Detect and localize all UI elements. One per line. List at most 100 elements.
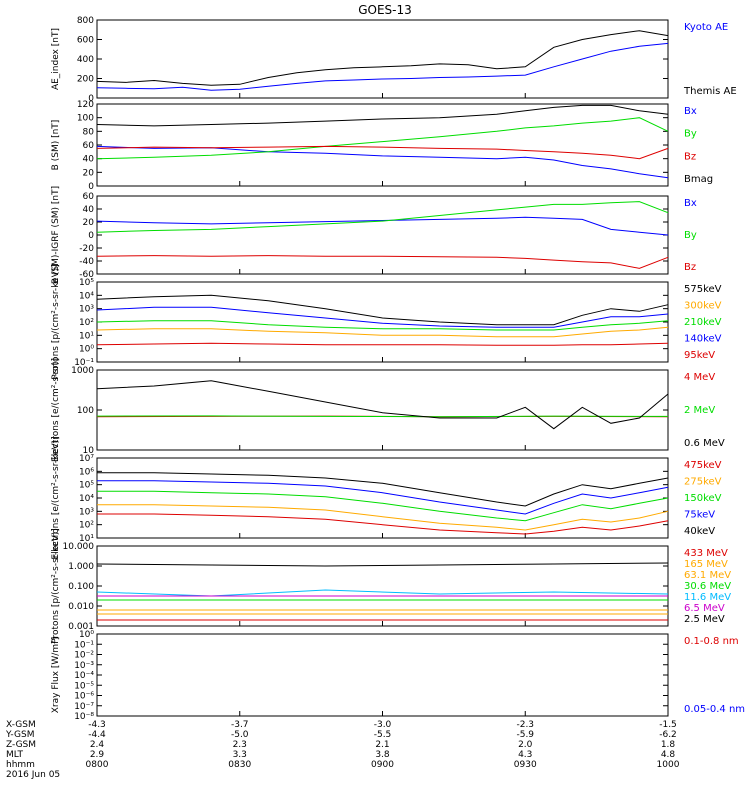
- y-tick-label: 10⁶: [79, 467, 94, 477]
- xaxis-row-label: Z-GSM: [6, 740, 36, 750]
- y-tick-label: 20: [83, 218, 95, 228]
- y-tick-label: 10⁻⁸: [74, 712, 94, 722]
- y-tick-label: 10⁻¹: [74, 640, 94, 650]
- series-line-Bx: [96, 216, 669, 236]
- series-line-210keV: [96, 320, 669, 331]
- y-tick-label: -20: [79, 244, 94, 254]
- date-label: 2016 Jun 05: [6, 770, 60, 780]
- xaxis-row-value: 4.8: [661, 750, 676, 760]
- series-line-75keV: [97, 480, 669, 515]
- y-tick-label: 10³: [79, 507, 94, 517]
- xaxis-row-label: Y-GSM: [5, 730, 34, 740]
- xaxis-row-value: 3.3: [233, 750, 247, 760]
- y-tick-label: 400: [77, 55, 94, 65]
- legend-label: 95keV: [684, 350, 715, 361]
- series-line-275keV: [97, 504, 669, 531]
- xaxis-row-value: -3.0: [374, 720, 392, 730]
- xaxis-row-value: 4.3: [518, 750, 532, 760]
- panel-frame-4: [96, 369, 669, 451]
- series-line-Bz: [96, 145, 669, 160]
- series-line-150keV: [97, 490, 669, 522]
- xaxis-row-value: -4.3: [88, 720, 106, 730]
- xaxis-row-value: 2.4: [90, 740, 105, 750]
- panel-ylabel: Xray Flux [W/m²]: [51, 637, 61, 713]
- y-tick-label: 10⁻³: [74, 661, 94, 671]
- legend-label: 275keV: [684, 477, 722, 488]
- y-tick-label: 20: [83, 168, 95, 178]
- xaxis-row-value: -3.7: [231, 720, 249, 730]
- xaxis-row-label: hhmm: [6, 760, 35, 770]
- y-tick-label: 80: [83, 127, 95, 137]
- y-tick-label: 10⁴: [79, 494, 94, 504]
- y-tick-label: 10⁴: [79, 291, 94, 301]
- xaxis-row-value: 2.1: [375, 740, 389, 750]
- legend-label: Bz: [684, 151, 696, 162]
- y-tick-label: 10.000: [63, 542, 95, 552]
- xaxis-row-value: 2.3: [233, 740, 247, 750]
- y-tick-label: 10¹: [79, 534, 94, 544]
- series-line-300keV: [96, 326, 669, 338]
- legend-label: 0.1-0.8 nm: [684, 636, 739, 647]
- series-line-Bz: [96, 255, 669, 269]
- y-tick-label: 10⁰: [79, 345, 94, 355]
- y-tick-label: 1000: [71, 366, 94, 376]
- xaxis-row-value: 1.8: [661, 740, 676, 750]
- y-tick-label: 10⁻⁶: [74, 692, 94, 702]
- xaxis-row-value: 2.0: [518, 740, 533, 750]
- legend-label: 6.5 MeV: [684, 603, 725, 614]
- y-tick-label: 60: [83, 141, 95, 151]
- panel-frame-5: [96, 457, 669, 539]
- y-tick-label: 0: [88, 231, 94, 241]
- series-line-11-6-MeV: [96, 589, 669, 597]
- y-tick-label: -40: [79, 257, 94, 267]
- series-line-475keV: [97, 513, 669, 535]
- y-tick-label: 10⁵: [79, 278, 94, 288]
- y-tick-label: 0: [88, 94, 94, 104]
- y-tick-label: 120: [77, 100, 94, 110]
- chart-title: GOES-13: [358, 3, 412, 17]
- series-line-By: [96, 201, 669, 233]
- y-tick-label: 10⁻¹: [74, 358, 94, 368]
- panel-ylabel: B (SM) [nT]: [51, 120, 61, 171]
- xaxis-row-value: -4.4: [88, 730, 106, 740]
- panel-frame-7: [96, 633, 669, 717]
- legend-label: 11.6 MeV: [684, 592, 731, 603]
- legend-label: Bmag: [684, 174, 713, 185]
- xaxis-row-value: -2.3: [516, 720, 534, 730]
- xaxis-row-value: 0930: [514, 760, 537, 770]
- y-tick-label: 40: [83, 205, 95, 215]
- series-line-575keV: [96, 294, 669, 326]
- panel-frame-2: [96, 195, 669, 275]
- series-line-Bx: [96, 145, 669, 179]
- y-tick-label: 1.000: [68, 562, 94, 572]
- legend-label: 30.6 MeV: [684, 581, 731, 592]
- series-line-Bmag: [96, 104, 669, 127]
- legend-label: 150keV: [684, 493, 722, 504]
- y-tick-label: 10⁻⁴: [74, 671, 94, 681]
- legend-label: 210keV: [684, 317, 722, 328]
- legend-label: 2.5 MeV: [684, 614, 725, 625]
- panel-ylabel: Electrons [e/(cm²-s-sr)]: [51, 358, 61, 462]
- y-tick-label: 0.010: [68, 602, 94, 612]
- legend-label: By: [684, 129, 697, 140]
- y-tick-label: 40: [83, 155, 95, 165]
- series-line-2-5-MeV: [96, 562, 669, 567]
- series-line-95keV: [96, 342, 669, 346]
- y-tick-label: 10²: [79, 521, 94, 531]
- legend-label: 475keV: [684, 460, 722, 471]
- xaxis-row-label: X-GSM: [6, 720, 36, 730]
- xaxis-row-value: 0900: [371, 760, 394, 770]
- y-tick-label: 600: [77, 36, 94, 46]
- legend-label: 433 MeV: [684, 548, 728, 559]
- xaxis-row-value: 2.9: [90, 750, 105, 760]
- xaxis-row-value: 1000: [657, 760, 680, 770]
- legend-label: 575keV: [684, 284, 722, 295]
- legend-label: Themis AE: [683, 86, 737, 97]
- legend-label: 165 MeV: [684, 559, 728, 570]
- xaxis-row-label: MLT: [6, 750, 24, 760]
- xaxis-row-value: 3.8: [375, 750, 390, 760]
- legend-label: 140keV: [684, 334, 722, 345]
- legend-label: 63.1 MeV: [684, 570, 731, 581]
- y-tick-label: 0.100: [68, 582, 94, 592]
- y-tick-label: 10⁻⁵: [74, 681, 94, 691]
